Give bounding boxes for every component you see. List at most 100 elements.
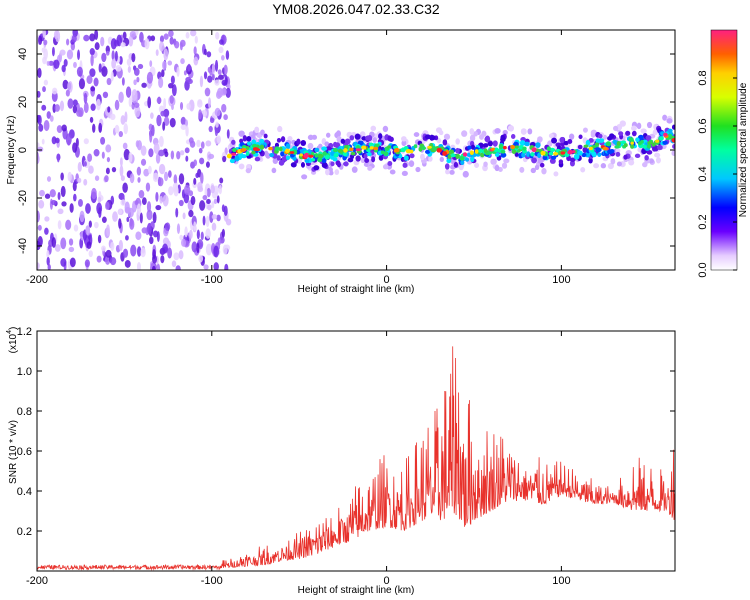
noise-blob: [187, 78, 193, 85]
signal-core-blob: [522, 146, 527, 151]
signal-peak-blob: [630, 141, 634, 145]
signal-outer-blob: [300, 161, 306, 168]
noise-blob: [200, 172, 204, 185]
signal-outer-blob: [615, 151, 621, 157]
signal-halo-blob: [360, 157, 366, 164]
noise-blob: [125, 86, 132, 98]
signal-halo-blob: [301, 174, 308, 180]
spectrogram-ytick-label: 40: [17, 48, 29, 60]
signal-halo-blob: [449, 169, 455, 175]
noise-blob: [115, 65, 122, 72]
noise-blob: [159, 41, 165, 52]
noise-blob: [221, 79, 228, 86]
signal-core-blob: [433, 146, 437, 151]
noise-blob: [179, 101, 184, 111]
noise-blob: [218, 184, 223, 195]
noise-blob: [141, 82, 147, 88]
snr-xlabel: Height of straight line (km): [298, 585, 415, 596]
noise-blob: [46, 111, 51, 119]
signal-outer-blob: [278, 159, 285, 166]
signal-peak-blob: [355, 148, 362, 152]
signal-core-blob: [659, 136, 664, 141]
noise-blob: [162, 194, 169, 207]
signal-halo-blob: [502, 129, 508, 136]
noise-blob: [111, 167, 117, 173]
noise-blob: [85, 203, 91, 214]
noise-blob: [148, 148, 154, 158]
noise-blob: [163, 48, 169, 61]
signal-outer-blob: [672, 143, 675, 150]
signal-outer-blob: [510, 134, 516, 140]
noise-blob: [91, 187, 97, 200]
noise-blob: [130, 244, 137, 257]
noise-blob: [120, 175, 125, 182]
noise-blob: [101, 66, 108, 77]
snr-xtick-label: 0: [384, 575, 390, 587]
noise-blob: [149, 236, 154, 245]
noise-blob: [60, 237, 67, 250]
signal-peak-blob: [571, 150, 576, 154]
signal-peak-blob: [308, 154, 314, 158]
noise-blob: [128, 35, 134, 47]
noise-blob: [122, 248, 129, 258]
noise-blob: [219, 39, 224, 45]
noise-blob: [101, 52, 107, 63]
noise-blob: [205, 161, 210, 168]
noise-blob: [37, 236, 43, 247]
signal-core-blob: [483, 148, 488, 154]
noise-blob: [139, 212, 143, 224]
noise-blob: [140, 247, 146, 258]
signal-peak-blob: [252, 147, 259, 151]
signal-peak-blob: [510, 144, 516, 150]
noise-blob: [96, 255, 102, 263]
noise-blob: [179, 234, 184, 241]
signal-core-blob: [310, 158, 316, 162]
snr-xtick-label: 100: [552, 575, 570, 587]
signal-halo-blob: [655, 156, 661, 164]
signal-outer-blob: [514, 152, 519, 157]
signal-halo-blob: [519, 166, 525, 173]
noise-blob: [55, 137, 60, 144]
signal-outer-blob: [578, 134, 583, 140]
signal-outer-blob: [276, 155, 281, 161]
noise-blob: [53, 59, 60, 70]
signal-halo-blob: [372, 137, 378, 143]
noise-blob: [178, 173, 185, 185]
signal-halo-blob: [631, 125, 637, 131]
signal-halo-blob: [462, 170, 469, 178]
signal-mid-blob: [314, 147, 320, 153]
noise-blob: [167, 247, 173, 259]
signal-outer-blob: [444, 163, 450, 170]
noise-blob: [83, 92, 88, 104]
noise-blob: [124, 111, 128, 123]
noise-blob: [43, 119, 50, 132]
signal-outer-blob: [492, 140, 498, 147]
noise-blob: [60, 172, 64, 181]
signal-peak-blob: [373, 146, 379, 151]
signal-core-blob: [651, 142, 656, 147]
noise-blob: [59, 100, 65, 112]
noise-blob: [119, 157, 123, 167]
signal-core-blob: [374, 143, 380, 148]
signal-outer-blob: [625, 130, 631, 136]
signal-outer-blob: [577, 144, 583, 150]
noise-blob: [77, 177, 82, 184]
noise-blob: [155, 191, 159, 202]
noise-blob: [223, 64, 228, 75]
noise-blob: [193, 221, 197, 232]
signal-halo-blob: [580, 167, 586, 173]
signal-mid-blob: [352, 147, 357, 153]
signal-halo-blob: [530, 167, 536, 174]
noise-blob: [107, 106, 111, 113]
noise-blob: [109, 113, 116, 121]
signal-halo-blob: [568, 133, 575, 140]
colorbar: 0.0 0.2 0.4 0.6 0.8 Normalized spectral ampl…: [697, 29, 749, 278]
noise-blob: [69, 257, 76, 268]
signal-peak-blob: [289, 151, 295, 154]
signal-mid-blob: [667, 128, 673, 133]
snr-background: [37, 331, 675, 571]
signal-peak-blob: [268, 146, 273, 151]
noise-blob: [168, 30, 174, 38]
signal-peak-blob: [409, 149, 414, 154]
